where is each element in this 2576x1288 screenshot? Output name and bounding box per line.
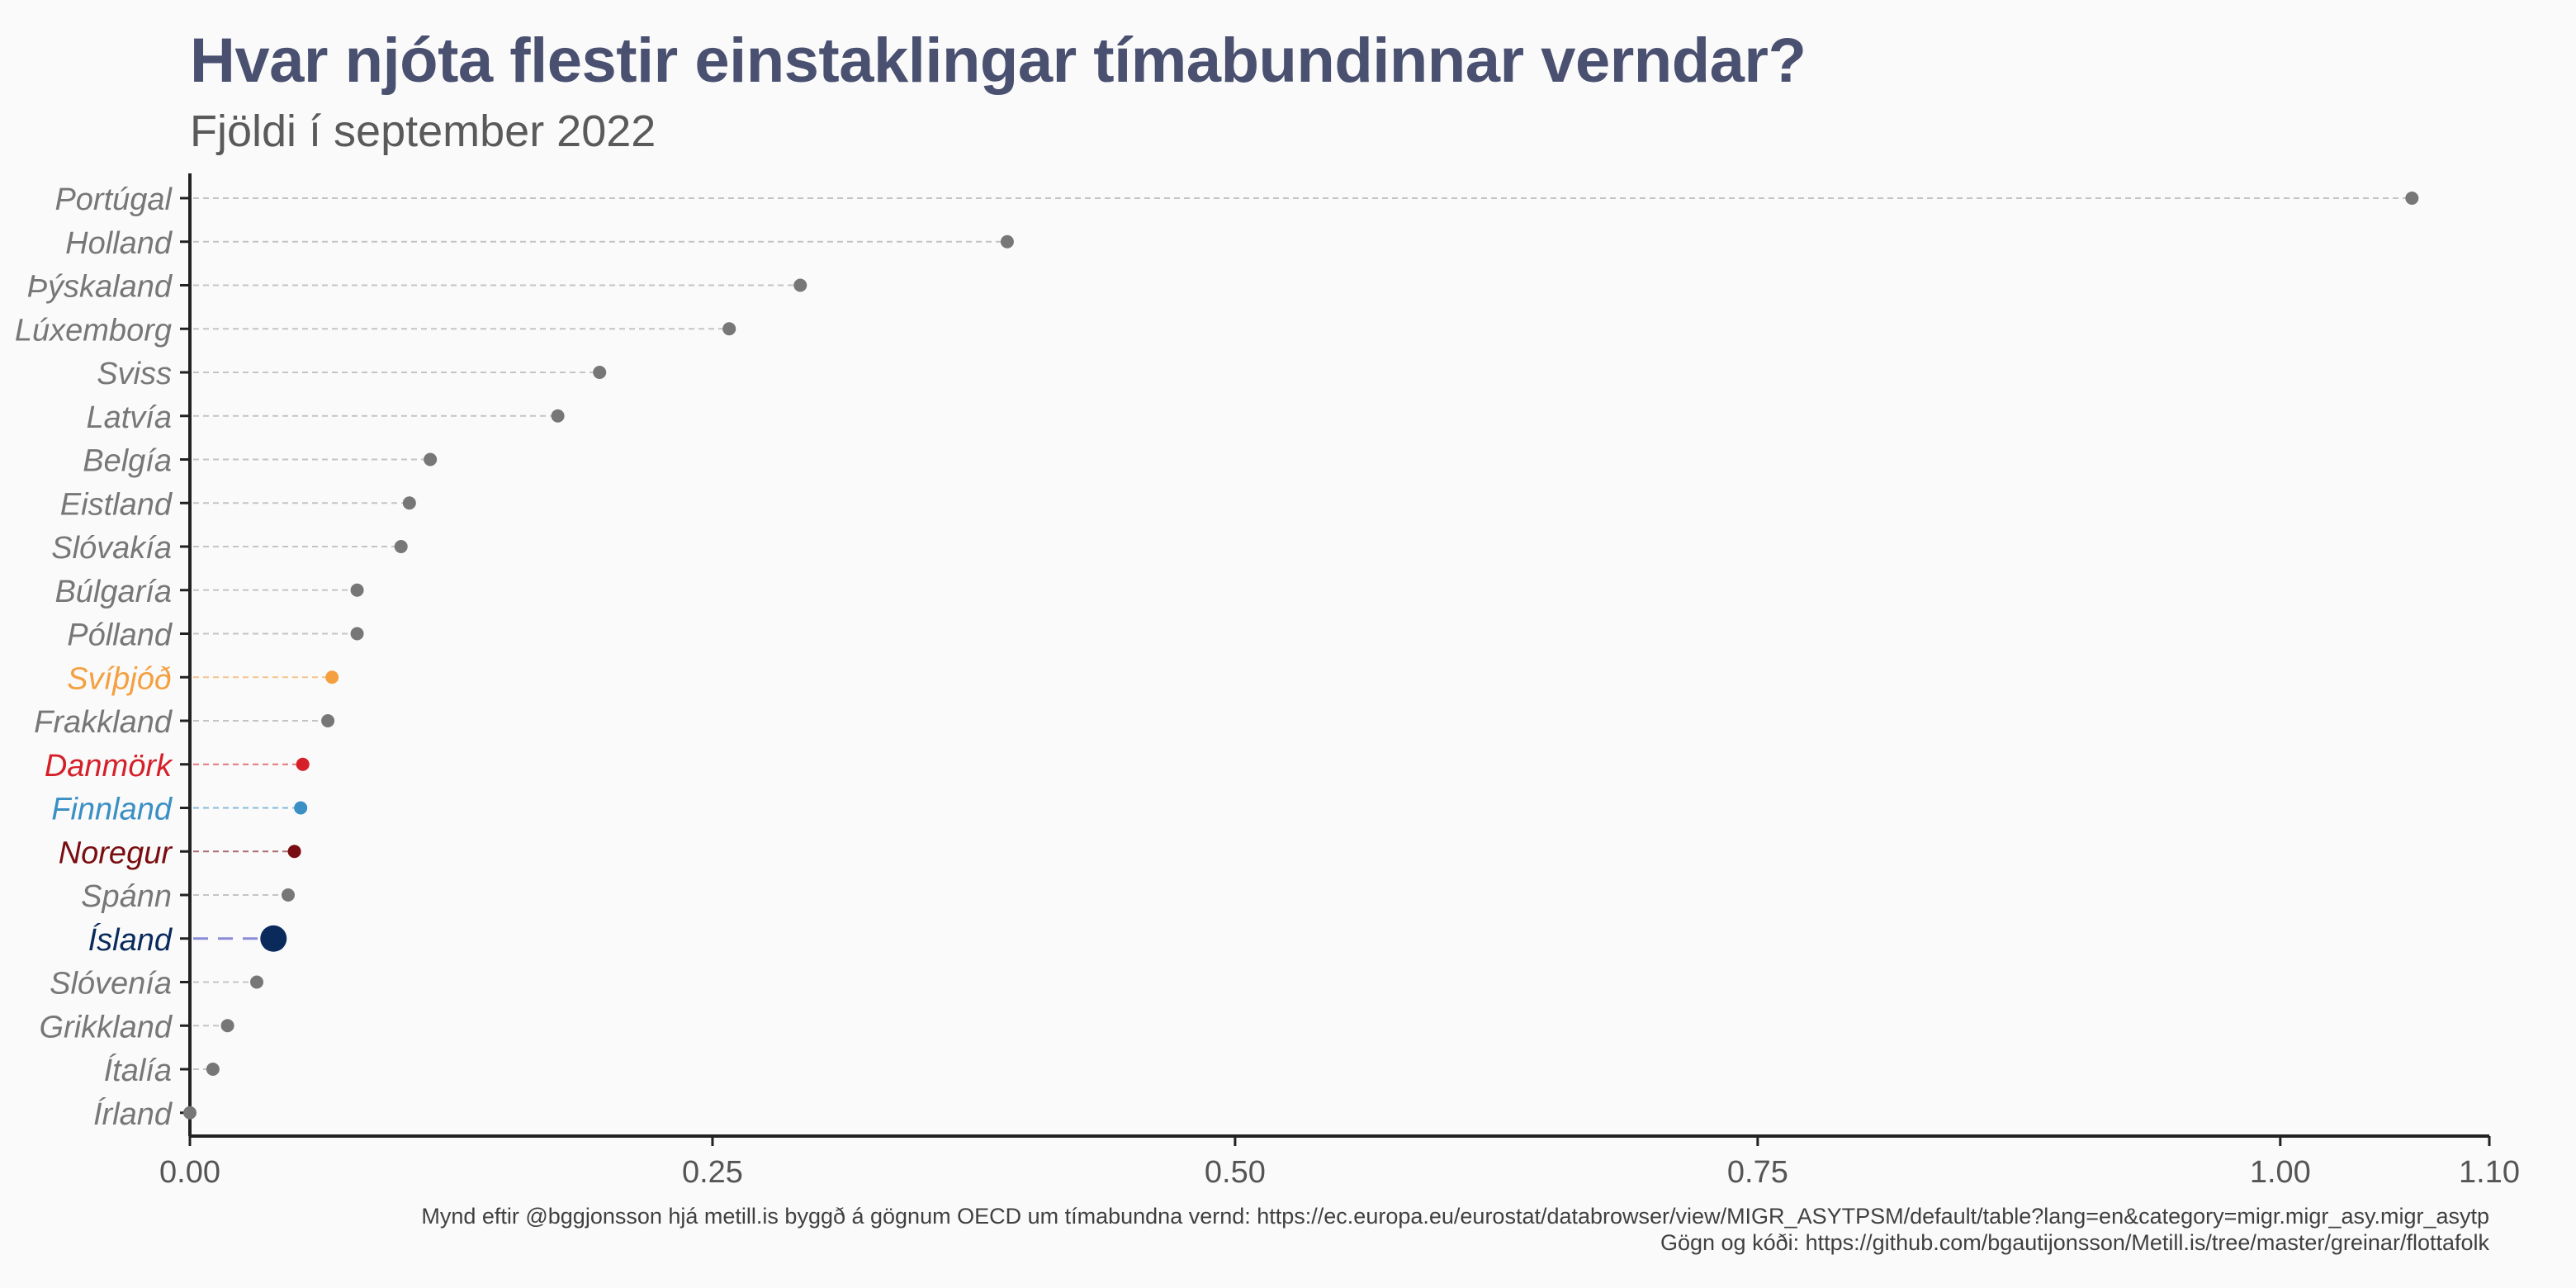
y-label-island: Ísland: [88, 922, 173, 958]
y-label-noregur: Noregur: [59, 836, 173, 870]
y-label-thyskaland: Þýskaland: [27, 270, 173, 305]
y-label-finnland: Finnland: [51, 793, 173, 827]
dot-belgia: [424, 452, 438, 466]
y-label-bulgaria: Búlgaría: [54, 575, 172, 609]
dot-slovakia: [394, 540, 408, 553]
dot-latvia: [551, 409, 565, 423]
y-label-latvia: Latvía: [86, 400, 172, 435]
dot-thyskaland: [793, 278, 807, 292]
dot-slovenia: [250, 975, 264, 989]
chart-subtitle: Fjöldi í september 2022: [190, 107, 656, 156]
y-label-eistland: Eistland: [60, 487, 173, 522]
dot-irland: [183, 1106, 197, 1120]
dot-frakkland: [321, 714, 335, 727]
y-label-luxemborg: Lúxemborg: [15, 313, 172, 348]
y-label-frakkland: Frakkland: [34, 705, 173, 740]
y-label-svithjod: Svíþjóð: [67, 661, 172, 696]
code-caption: Gögn og kóði: https://github.com/bgautij…: [1660, 1230, 2489, 1255]
x-tick-label: 0.50: [1205, 1155, 1266, 1190]
y-label-spann: Spánn: [81, 879, 172, 914]
chart-title: Hvar njóta flestir einstaklingar tímabun…: [190, 26, 1807, 96]
x-tick-label: 0.75: [1727, 1155, 1788, 1190]
dot-luxemborg: [722, 322, 736, 336]
dot-svithjod: [325, 670, 339, 684]
y-label-grikkland: Grikkland: [40, 1010, 173, 1044]
dot-noregur: [287, 845, 301, 859]
dot-spann: [281, 888, 295, 902]
dot-bulgaria: [350, 583, 364, 597]
y-label-sviss: Sviss: [97, 357, 172, 391]
dot-eistland: [402, 496, 416, 510]
dot-island: [260, 925, 287, 952]
dot-polland: [350, 627, 364, 641]
y-label-belgia: Belgía: [83, 444, 172, 479]
dot-finnland: [294, 801, 308, 815]
y-label-italia: Ítalía: [104, 1053, 172, 1088]
y-label-holland: Holland: [65, 226, 173, 261]
dot-portugal: [2405, 192, 2419, 205]
dot-grikkland: [220, 1019, 234, 1033]
source-caption: Mynd eftir @bggjonsson hjá metill.is byg…: [421, 1204, 2489, 1229]
x-tick-label: 1.10: [2459, 1155, 2520, 1190]
dot-italia: [206, 1063, 220, 1076]
x-tick-label: 0.25: [682, 1155, 743, 1190]
y-label-slovakia: Slóvakía: [51, 531, 172, 566]
y-label-slovenia: Slóvenía: [50, 967, 172, 1002]
y-label-irland: Írland: [93, 1096, 173, 1132]
dot-holland: [1000, 234, 1014, 249]
y-label-polland: Pólland: [67, 618, 173, 653]
y-label-danmork: Danmörk: [45, 749, 173, 784]
dot-danmork: [296, 757, 310, 771]
x-tick-label: 0.00: [159, 1155, 220, 1190]
x-tick-label: 1.00: [2250, 1155, 2311, 1190]
dot-sviss: [593, 366, 607, 379]
y-label-portugal: Portúgal: [54, 182, 173, 217]
